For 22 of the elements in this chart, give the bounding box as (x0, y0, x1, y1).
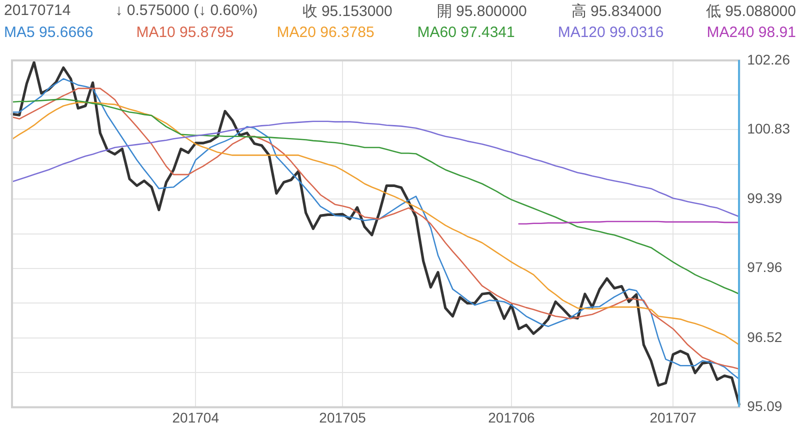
x-tick-label: 201704 (172, 409, 220, 426)
text: 低 95.088000 (706, 2, 796, 21)
y-tick-label: 102.26 (747, 51, 790, 68)
y-tick-label: 95.09 (747, 398, 782, 414)
text: 開 95.800000 (436, 2, 527, 21)
text: 20170714 (4, 2, 71, 21)
text: MA5 95.6666 (4, 24, 94, 41)
y-tick-label: 97.96 (747, 259, 782, 276)
text: MA10 95.8795 (136, 24, 234, 41)
text: MA20 96.3785 (276, 24, 374, 41)
text: 收 95.153000 (302, 2, 392, 21)
text: MA120 99.0316 (558, 24, 664, 41)
y-tick-label: 100.83 (747, 120, 790, 136)
text: 高 95.834000 (571, 2, 662, 21)
text: ↓ 0.575000 (↓ 0.60%) (115, 2, 258, 21)
text: MA60 97.4341 (417, 24, 515, 41)
text: MA240 98.91 (706, 24, 796, 41)
x-tick-label: 201706 (488, 409, 536, 426)
y-tick-label: 99.39 (747, 190, 782, 206)
x-tick-label: 201705 (319, 409, 366, 426)
x-tick-label: 201707 (650, 409, 697, 426)
y-tick-label: 96.52 (747, 328, 782, 345)
